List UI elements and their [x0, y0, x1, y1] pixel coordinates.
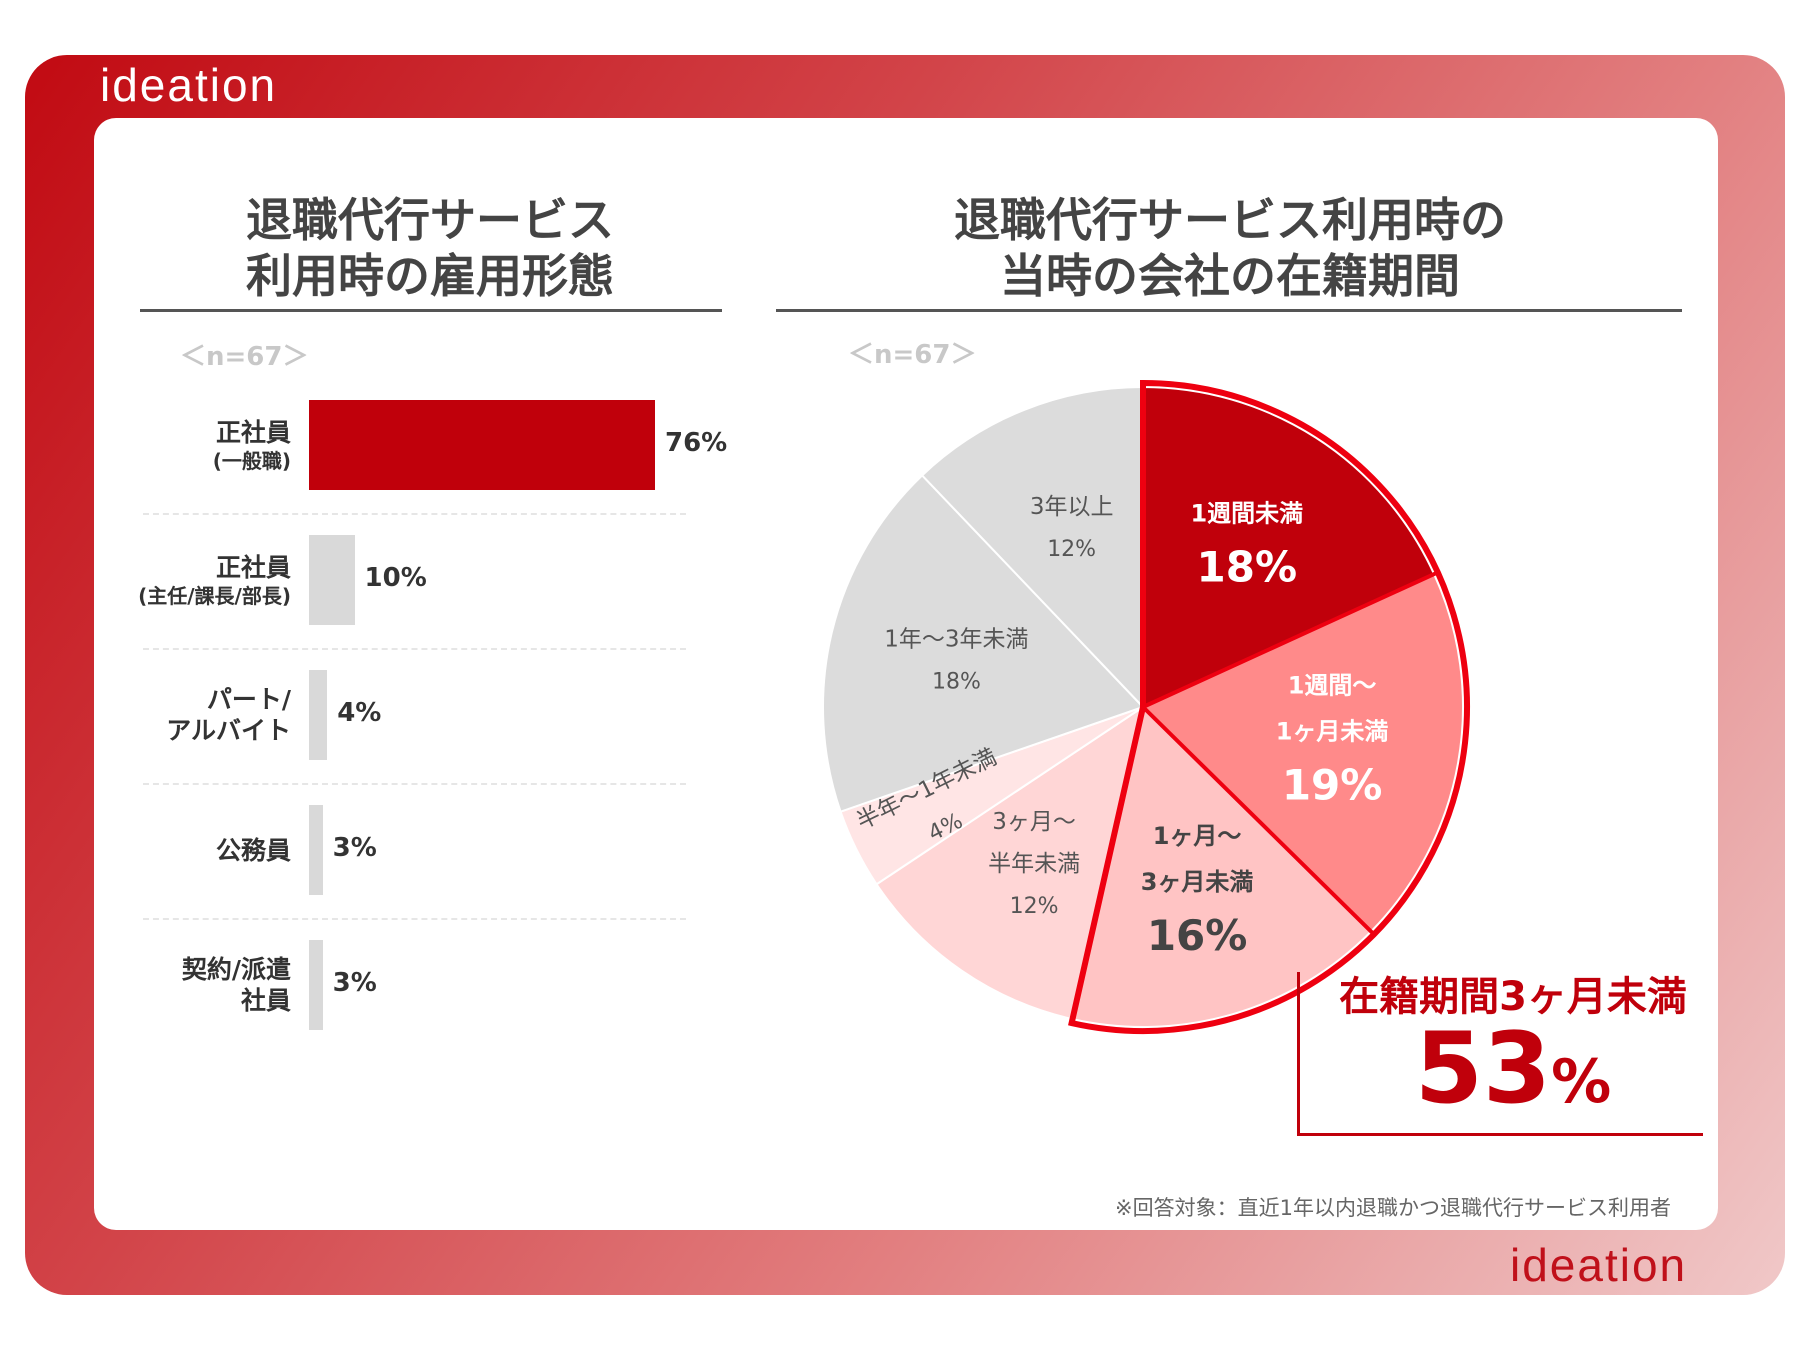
- bar-row-separator: [143, 647, 686, 650]
- bar: [309, 940, 323, 1030]
- bar-category-label: パート/ アルバイト: [71, 684, 291, 746]
- bar-category-sub: (主任/課長/部長): [138, 583, 291, 608]
- bar-value-label: 76%: [665, 428, 728, 458]
- left-sample-size: ＜n=67＞: [180, 342, 309, 372]
- left-title-rule: [140, 309, 722, 312]
- bar-value-label: 10%: [364, 563, 427, 593]
- bar-category-label: 正社員 (主任/課長/部長): [71, 552, 291, 609]
- footnote: ※回答対象：直近1年以内退職かつ退職代行サービス利用者: [1115, 1196, 1671, 1220]
- bar-category-label: 公務員: [71, 835, 291, 866]
- bar-row-separator: [143, 917, 686, 920]
- bar: [309, 400, 655, 490]
- left-chart-title: 退職代行サービス 利用時の雇用形態: [246, 193, 614, 303]
- callout-value: 53: [1414, 1012, 1552, 1126]
- right-sample-size: ＜n=67＞: [848, 340, 977, 370]
- bar-category-main: パート/ アルバイト: [166, 685, 291, 745]
- bar-value-label: 3%: [332, 833, 377, 863]
- callout-bracket-horizontal: [1297, 1133, 1703, 1136]
- brand-logo-bottom: ideation: [1510, 1239, 1688, 1291]
- bar-row-separator: [143, 512, 686, 515]
- bar-category-main: 正社員: [215, 417, 291, 447]
- bar-row-separator: [143, 782, 686, 785]
- callout-unit: %: [1551, 1047, 1612, 1117]
- brand-logo-top: ideation: [100, 59, 278, 111]
- bar: [309, 535, 355, 625]
- bar-value-label: 3%: [332, 968, 377, 998]
- callout-value-group: 53%: [1318, 1012, 1708, 1126]
- right-chart-title: 退職代行サービス利用時の 当時の会社の在籍期間: [954, 193, 1506, 303]
- bar-category-main: 契約/派遣 社員: [181, 955, 291, 1015]
- right-title-rule: [776, 309, 1682, 312]
- bar-category-label: 契約/派遣 社員: [71, 954, 291, 1016]
- bar-category-label: 正社員 (一般職): [71, 417, 291, 474]
- callout-label: 在籍期間3ヶ月未満: [1339, 974, 1687, 1020]
- bar-category-sub: (一般職): [212, 448, 291, 473]
- bar: [309, 670, 328, 760]
- bar: [309, 805, 323, 895]
- bar-value-label: 4%: [337, 698, 382, 728]
- bar-category-main: 正社員: [215, 552, 291, 582]
- callout-bracket-vertical: [1297, 972, 1300, 1136]
- bar-category-main: 公務員: [215, 835, 291, 865]
